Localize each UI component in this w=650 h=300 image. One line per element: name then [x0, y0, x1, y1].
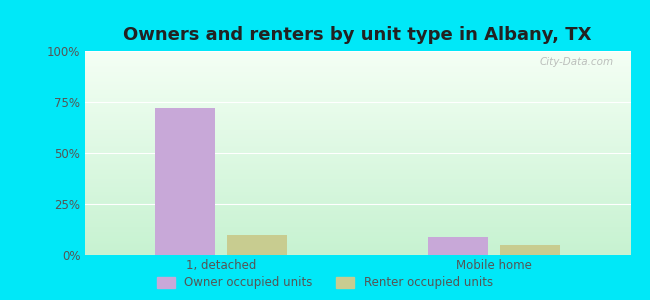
- Legend: Owner occupied units, Renter occupied units: Owner occupied units, Renter occupied un…: [153, 272, 497, 294]
- Title: Owners and renters by unit type in Albany, TX: Owners and renters by unit type in Alban…: [124, 26, 592, 44]
- Bar: [500, 245, 560, 255]
- Bar: [227, 235, 287, 255]
- Bar: [155, 108, 215, 255]
- Bar: [428, 237, 488, 255]
- Text: City-Data.com: City-Data.com: [540, 57, 614, 67]
